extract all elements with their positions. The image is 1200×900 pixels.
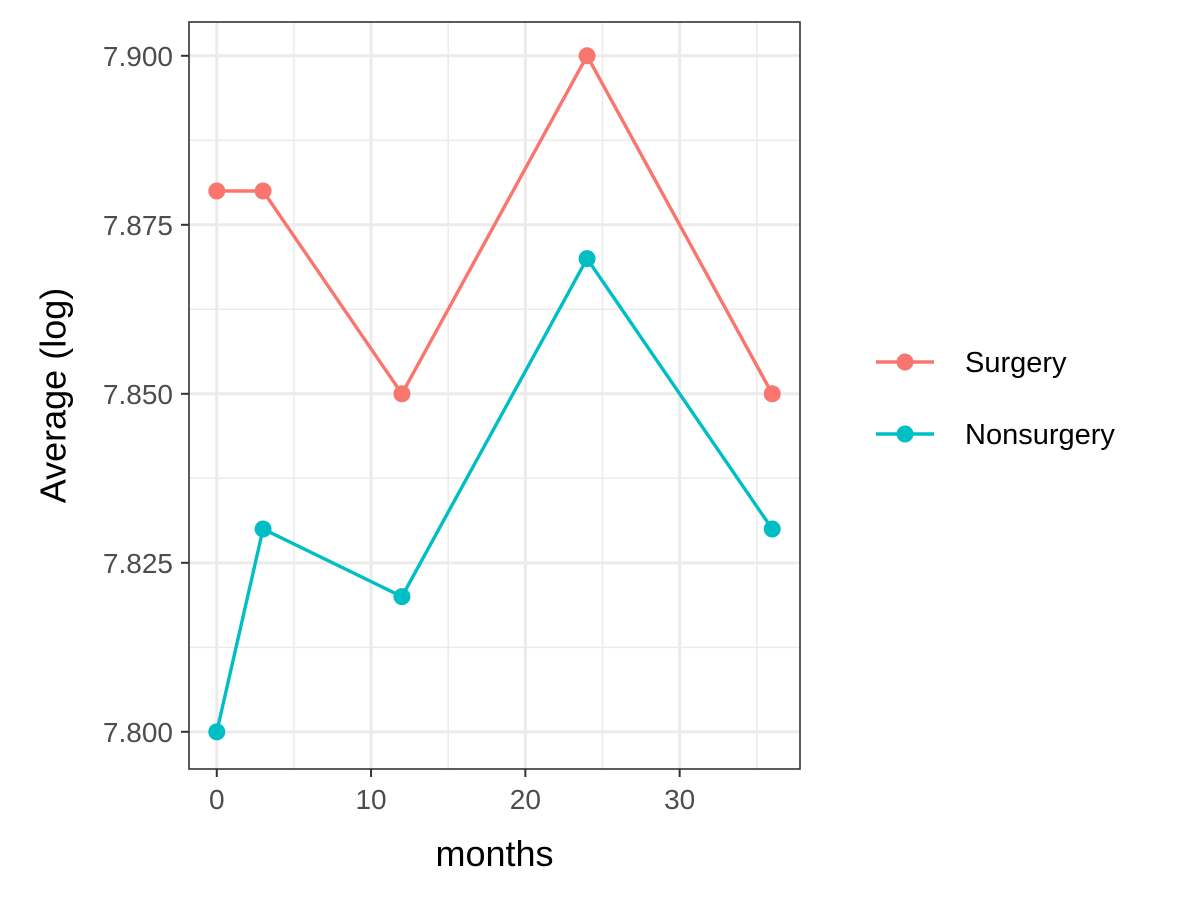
data-point-nonsurgery <box>578 250 596 268</box>
y-tick-label: 7.875 <box>103 210 173 241</box>
data-point-surgery <box>254 182 272 200</box>
major-gridlines <box>189 22 800 769</box>
y-tick-label: 7.800 <box>103 717 173 748</box>
x-tick-label: 20 <box>510 784 541 815</box>
y-tick-label: 7.900 <box>103 41 173 72</box>
data-point-surgery <box>578 47 596 65</box>
data-point-surgery <box>393 385 411 403</box>
series-line-nonsurgery <box>215 255 774 733</box>
data-point-nonsurgery <box>763 520 781 538</box>
legend-key-point-nonsurgery <box>896 425 914 443</box>
minor-gridlines <box>189 22 800 769</box>
axes: 0 10 20 30 7.800 7.825 7.850 7.875 7.900 <box>103 41 695 815</box>
x-tick-label: 10 <box>355 784 386 815</box>
legend-label-surgery: Surgery <box>965 347 1067 379</box>
legend-key-point-surgery <box>896 353 914 371</box>
x-tick-label: 30 <box>664 784 695 815</box>
series-layer <box>208 47 781 741</box>
y-tick-label: 7.825 <box>103 548 173 579</box>
x-axis-title: months <box>435 833 553 874</box>
legend-label-nonsurgery: Nonsurgery <box>965 419 1115 451</box>
data-point-nonsurgery <box>208 723 226 741</box>
x-tick-label: 0 <box>209 784 225 815</box>
panel-border <box>188 21 801 770</box>
legend: Surgery Nonsurgery <box>876 347 1115 451</box>
data-point-nonsurgery <box>393 588 411 606</box>
data-point-surgery <box>208 182 226 200</box>
data-point-nonsurgery <box>254 520 272 538</box>
y-axis-title: Average (log) <box>33 288 74 503</box>
y-tick-label: 7.850 <box>103 379 173 410</box>
data-point-surgery <box>763 385 781 403</box>
